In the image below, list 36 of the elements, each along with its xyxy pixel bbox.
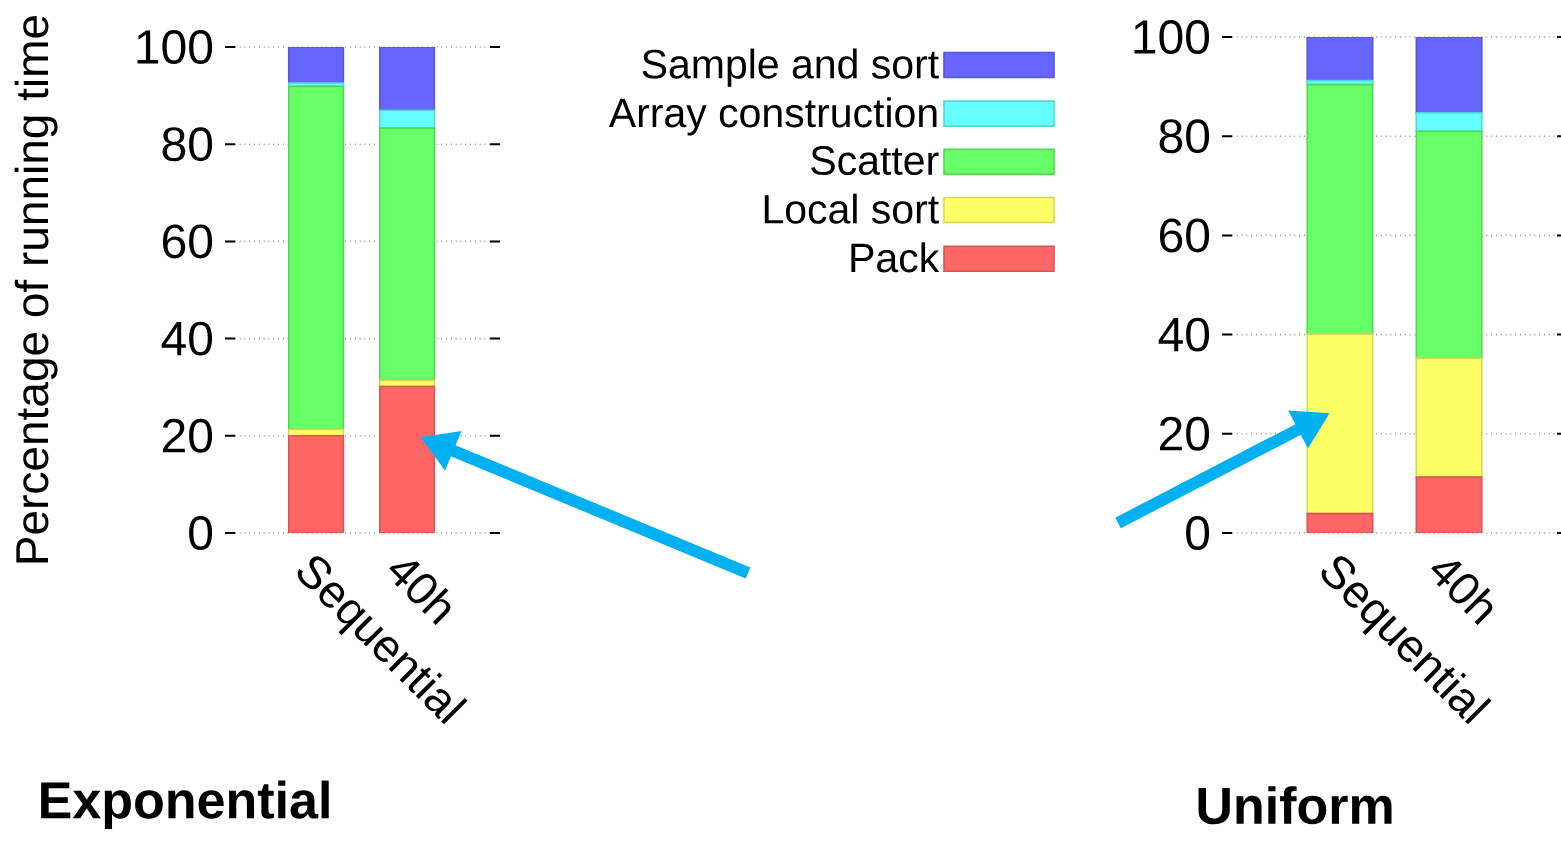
y-tick-label: 80 <box>1159 119 1210 154</box>
legend-label: Scatter <box>811 146 939 176</box>
bar <box>379 109 436 129</box>
bar <box>287 435 345 534</box>
y-tick-label: 60 <box>1160 218 1210 253</box>
bar <box>1306 83 1374 335</box>
text: Exponential <box>41 780 329 830</box>
bar <box>287 47 345 84</box>
legend-label: Array construction <box>608 97 937 136</box>
bar <box>1415 37 1483 114</box>
bar <box>1415 476 1483 534</box>
bar <box>1306 333 1374 515</box>
y-tick-label: 100 <box>1134 20 1210 54</box>
bar <box>1415 357 1483 478</box>
y-axis-title: Percentage of running time <box>14 15 58 563</box>
bar <box>379 385 436 534</box>
legend-label: Sample and sort <box>642 48 939 87</box>
legend-label: Pack <box>851 242 940 273</box>
y-tick-label: 0 <box>189 516 213 550</box>
bar <box>1306 512 1374 534</box>
legend-label: Local sort <box>764 193 939 224</box>
y-tick-label: 40 <box>161 321 213 356</box>
y-tick-label: 40 <box>1158 317 1210 352</box>
y-tick-label: 0 <box>1186 516 1210 550</box>
bar <box>287 85 345 431</box>
bar <box>1415 112 1483 133</box>
bar <box>379 47 436 111</box>
bar <box>1415 130 1483 360</box>
y-tick-label: 100 <box>137 30 213 64</box>
y-tick-label: 60 <box>163 224 213 259</box>
y-tick-label: 80 <box>162 127 213 162</box>
bar <box>1306 37 1374 82</box>
text: Uniform <box>1198 786 1392 825</box>
bar <box>379 127 436 382</box>
y-tick-label: 20 <box>1159 416 1210 451</box>
y-tick-label: 20 <box>162 418 213 453</box>
